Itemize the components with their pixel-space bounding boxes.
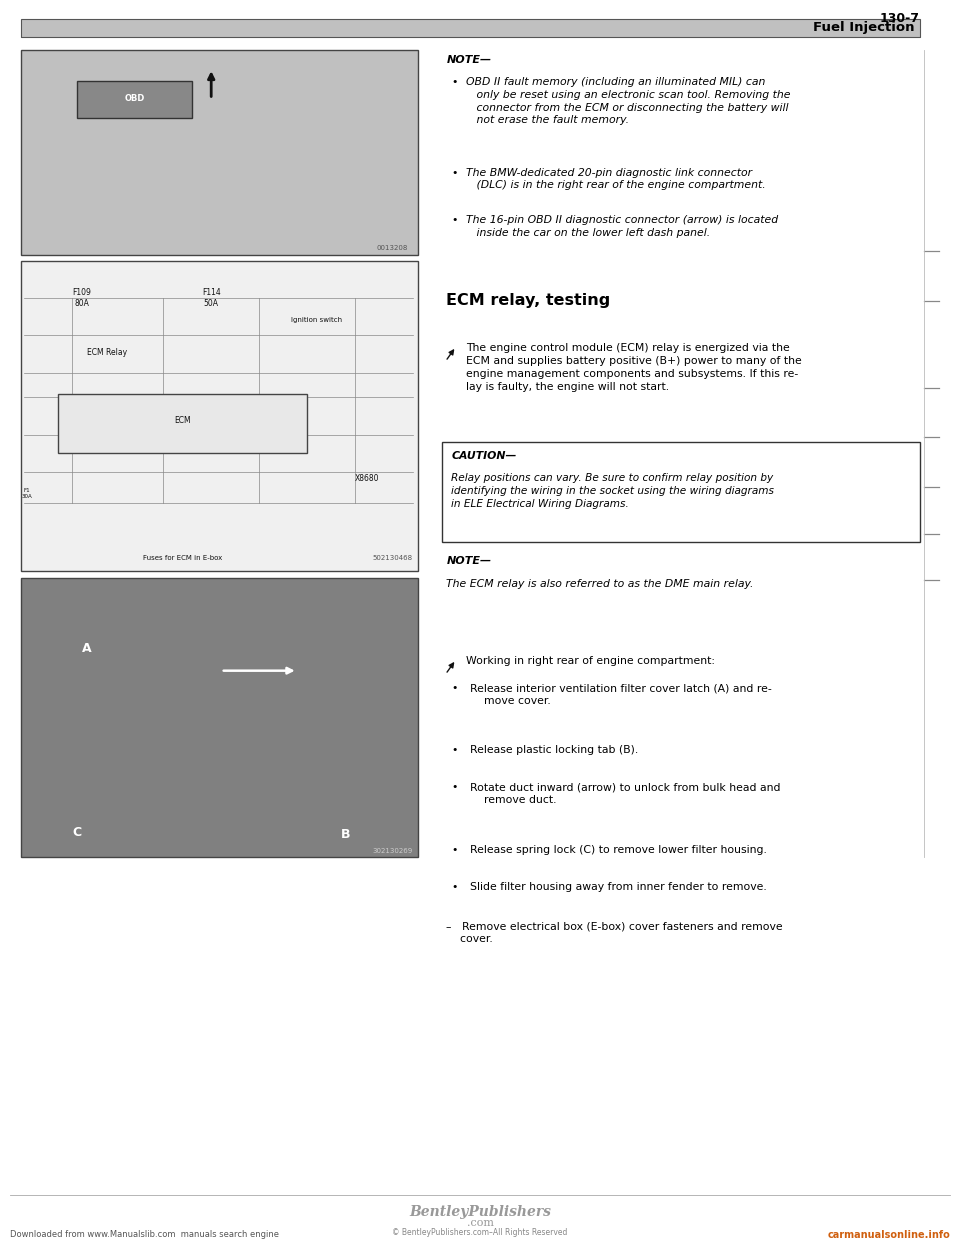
Bar bbox=[442, 442, 920, 542]
Text: Rotate duct inward (arrow) to unlock from bulk head and
    remove duct.: Rotate duct inward (arrow) to unlock fro… bbox=[470, 782, 780, 805]
Text: •: • bbox=[451, 782, 458, 792]
Text: •: • bbox=[451, 77, 458, 87]
Text: ECM: ECM bbox=[174, 416, 191, 425]
Text: Release spring lock (C) to remove lower filter housing.: Release spring lock (C) to remove lower … bbox=[470, 845, 767, 854]
Text: Release interior ventilation filter cover latch (A) and re-
    move cover.: Release interior ventilation filter cove… bbox=[470, 683, 772, 705]
Text: Working in right rear of engine compartment:: Working in right rear of engine compartm… bbox=[466, 656, 714, 666]
Text: 302130269: 302130269 bbox=[372, 848, 413, 854]
Text: Downloaded from www.Manualslib.com  manuals search engine: Downloaded from www.Manualslib.com manua… bbox=[10, 1230, 278, 1238]
Text: Slide filter housing away from inner fender to remove.: Slide filter housing away from inner fen… bbox=[470, 882, 767, 892]
Text: Release plastic locking tab (B).: Release plastic locking tab (B). bbox=[470, 745, 638, 755]
Text: carmanualsonline.info: carmanualsonline.info bbox=[828, 1230, 950, 1240]
Text: F1
30A: F1 30A bbox=[21, 488, 33, 499]
Text: •: • bbox=[451, 845, 458, 854]
Text: The BMW-dedicated 20-pin diagnostic link connector
   (DLC) is in the right rear: The BMW-dedicated 20-pin diagnostic link… bbox=[466, 168, 765, 190]
Text: The 16-pin OBD II diagnostic connector (arrow) is located
   inside the car on t: The 16-pin OBD II diagnostic connector (… bbox=[466, 215, 778, 237]
Text: Ignition switch: Ignition switch bbox=[291, 317, 343, 323]
Text: A: A bbox=[82, 642, 91, 655]
Text: ECM relay, testing: ECM relay, testing bbox=[446, 293, 611, 308]
Text: 0013208: 0013208 bbox=[376, 245, 408, 251]
Text: Relay positions can vary. Be sure to confirm relay position by
identifying the w: Relay positions can vary. Be sure to con… bbox=[451, 473, 774, 509]
Text: C: C bbox=[72, 826, 82, 838]
Text: NOTE—: NOTE— bbox=[446, 556, 492, 566]
Text: OBD: OBD bbox=[124, 93, 145, 103]
Bar bbox=[58, 394, 307, 453]
Text: F114
50A: F114 50A bbox=[202, 288, 221, 308]
Text: •: • bbox=[451, 168, 458, 178]
Text: Fuel Injection: Fuel Injection bbox=[813, 21, 915, 35]
Text: 502130468: 502130468 bbox=[372, 555, 413, 561]
Text: •: • bbox=[451, 215, 458, 225]
Text: NOTE—: NOTE— bbox=[446, 55, 492, 65]
Text: 130-7: 130-7 bbox=[879, 12, 920, 25]
Bar bbox=[21, 261, 418, 571]
Text: –   Remove electrical box (E-box) cover fasteners and remove
    cover.: – Remove electrical box (E-box) cover fa… bbox=[446, 922, 783, 944]
Bar bbox=[21, 50, 418, 255]
Text: .com: .com bbox=[467, 1218, 493, 1228]
Text: •: • bbox=[451, 882, 458, 892]
Text: •: • bbox=[451, 683, 458, 693]
Bar bbox=[21, 578, 418, 857]
Text: •: • bbox=[451, 745, 458, 755]
Text: B: B bbox=[341, 828, 350, 841]
Text: CAUTION—: CAUTION— bbox=[451, 451, 516, 461]
Bar bbox=[21, 19, 920, 37]
Bar bbox=[77, 81, 192, 118]
Text: BentleyPublishers: BentleyPublishers bbox=[409, 1205, 551, 1218]
Text: OBD II fault memory (including an illuminated MIL) can
   only be reset using an: OBD II fault memory (including an illumi… bbox=[466, 77, 790, 125]
Text: The ECM relay is also referred to as the DME main relay.: The ECM relay is also referred to as the… bbox=[446, 579, 754, 589]
Text: ECM Relay: ECM Relay bbox=[87, 348, 128, 356]
Text: The engine control module (ECM) relay is energized via the
ECM and supplies batt: The engine control module (ECM) relay is… bbox=[466, 343, 802, 392]
Text: X8680: X8680 bbox=[355, 474, 380, 483]
Text: © BentleyPublishers.com–All Rights Reserved: © BentleyPublishers.com–All Rights Reser… bbox=[393, 1228, 567, 1237]
Text: F109
80A: F109 80A bbox=[72, 288, 91, 308]
Text: Fuses for ECM in E-box: Fuses for ECM in E-box bbox=[143, 555, 222, 561]
